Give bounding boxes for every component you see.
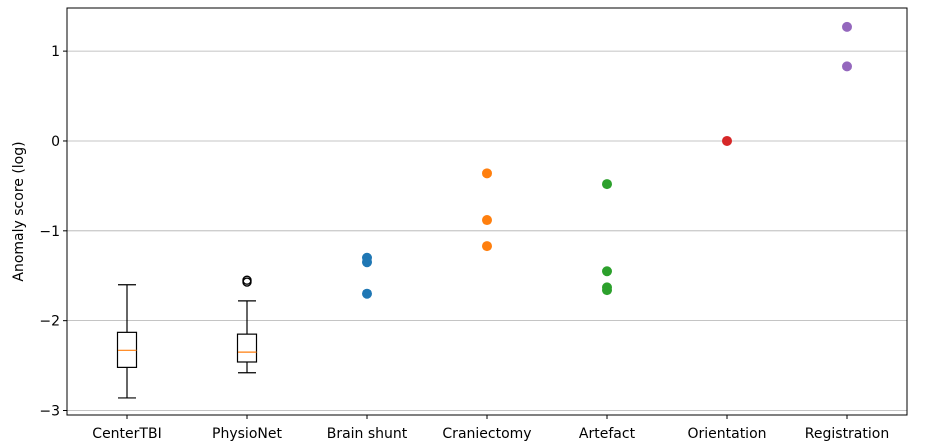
data-point — [482, 241, 492, 252]
x-tick-label-artefact: Artefact — [579, 426, 636, 442]
series-brain-shunt — [362, 252, 372, 299]
series-registration — [842, 21, 852, 72]
y-tick-label: −2 — [39, 314, 60, 330]
x-tick-label-physionet: PhysioNet — [212, 426, 282, 442]
data-point — [482, 168, 492, 179]
scatter-points — [362, 21, 852, 299]
x-tick-label-orientation: Orientation — [687, 426, 766, 442]
data-point — [842, 21, 852, 32]
x-axis: CenterTBI PhysioNet Brain shunt Craniectomy… — [92, 415, 889, 442]
boxplots — [116, 275, 258, 399]
y-tick-label: 0 — [51, 134, 60, 150]
y-tick-label: −1 — [39, 224, 60, 240]
series-craniectomy — [482, 168, 492, 252]
y-tick-label: 1 — [51, 44, 60, 60]
data-point — [362, 257, 372, 268]
y-tick-label: −3 — [39, 404, 60, 420]
data-point — [482, 215, 492, 226]
y-axis-title: Anomaly score (log) — [11, 141, 27, 281]
boxplot-physionet — [236, 275, 258, 374]
series-orientation — [722, 135, 732, 146]
outlier-point — [242, 277, 252, 287]
box — [236, 333, 258, 363]
data-point — [362, 288, 372, 299]
data-point — [842, 61, 852, 72]
grid-lines — [67, 50, 907, 411]
data-point — [602, 266, 612, 277]
x-tick-label-centertbi: CenterTBI — [92, 426, 161, 442]
plot-frame — [66, 7, 908, 416]
data-point — [722, 135, 732, 146]
y-axis: −3 −2 −1 0 1 — [39, 44, 67, 420]
data-point — [602, 285, 612, 296]
boxplot-centertbi — [116, 284, 138, 399]
x-tick-label-craniectomy: Craniectomy — [442, 426, 531, 442]
x-tick-label-brain-shunt: Brain shunt — [327, 426, 408, 442]
series-artefact — [602, 179, 612, 296]
x-tick-label-registration: Registration — [805, 426, 889, 442]
data-point — [602, 179, 612, 190]
